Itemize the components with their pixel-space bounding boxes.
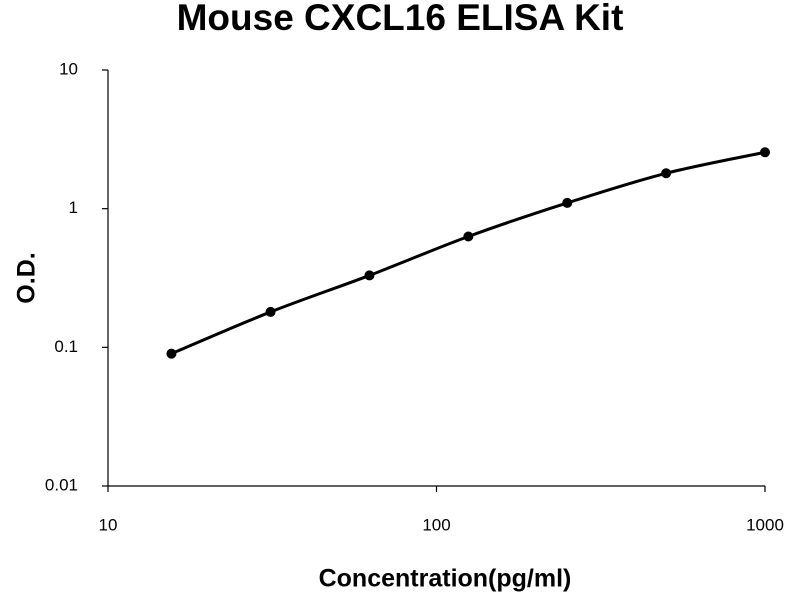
data-point (463, 231, 474, 242)
chart-title: Mouse CXCL16 ELISA Kit (177, 0, 624, 38)
data-point (661, 168, 672, 179)
data-point (265, 306, 276, 317)
data-point (364, 270, 375, 281)
y-tick-label: 0.01 (45, 475, 78, 494)
curve (170, 150, 766, 356)
x-axis-label: Concentration(pg/ml) (319, 565, 572, 593)
x-tick-label: 10 (99, 515, 118, 534)
y-axis-label: O.D. (13, 252, 41, 303)
data-point (760, 147, 770, 158)
x-tick-label: 100 (422, 515, 450, 534)
x-tick-label: 1000 (746, 515, 784, 534)
y-tick-label: 0.1 (54, 337, 78, 356)
data-point (166, 348, 177, 359)
data-point (562, 197, 573, 208)
y-tick-label: 1 (69, 198, 78, 217)
y-tick-label: 10 (59, 59, 78, 78)
